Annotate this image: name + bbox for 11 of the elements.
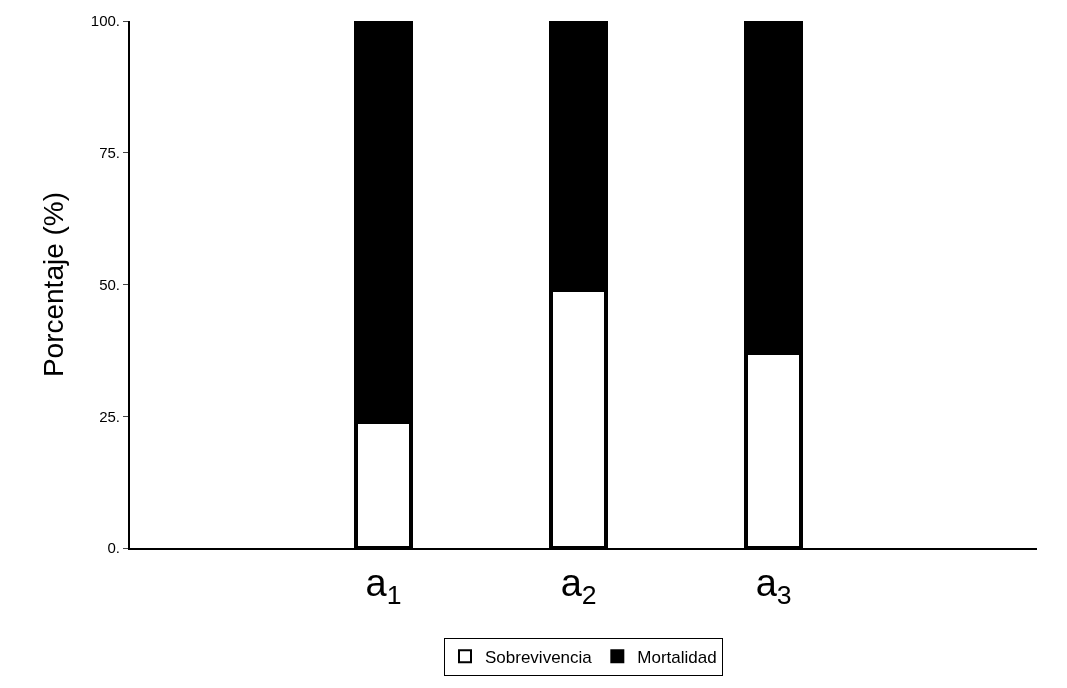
- y-tick-label: 75.: [99, 144, 120, 161]
- legend-label: Sobrevivencia: [485, 647, 593, 667]
- x-tick-label: a$_{2}$: [560, 561, 597, 610]
- y-tick-label: 25.: [99, 407, 120, 425]
- y-tick-label: 50.: [99, 275, 120, 293]
- y-tick-label: 100.: [90, 12, 120, 30]
- x-tick-label: a$_{1}$: [365, 561, 402, 610]
- legend-label: Mortalidad: [637, 647, 717, 667]
- x-tick-label: a$_{3}$: [755, 561, 792, 610]
- y-axis-title: Porcentaje (%): [38, 191, 69, 378]
- y-tick-label: 0.: [107, 539, 120, 557]
